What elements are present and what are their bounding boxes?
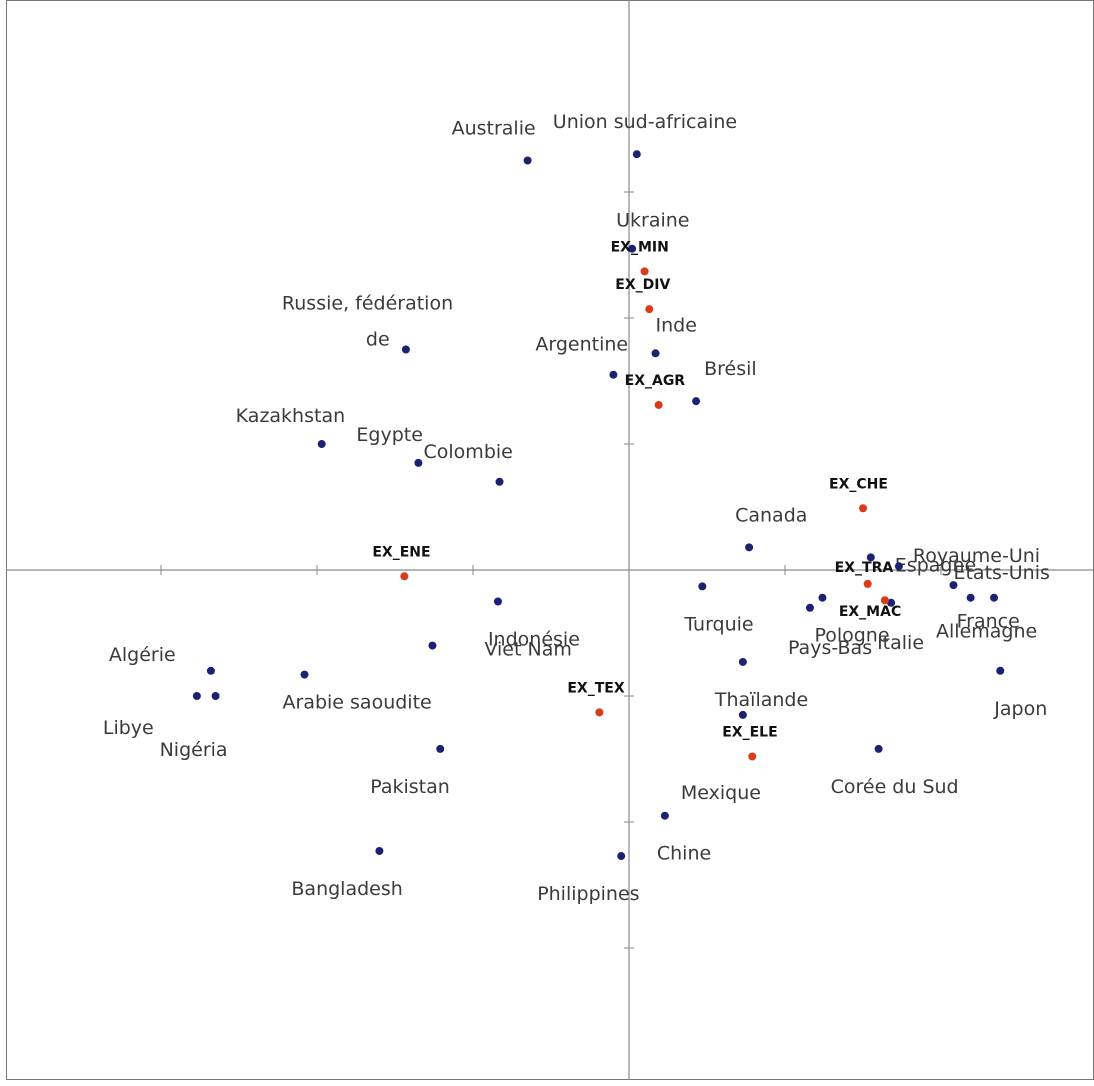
- variable-label-ex-div: EX_DIV: [615, 277, 670, 293]
- country-label-algerie: Algérie: [109, 644, 176, 666]
- country-point-allemagne: [990, 593, 999, 602]
- country-point-italie: [887, 598, 896, 607]
- country-label-colombie: Colombie: [424, 441, 513, 463]
- country-point-chine: [660, 811, 669, 820]
- variable-point-ex-min: [640, 267, 649, 276]
- country-label-canada: Canada: [735, 504, 807, 526]
- country-label-chine: Chine: [657, 843, 711, 865]
- country-point-arabie-saoudite: [300, 670, 309, 679]
- variable-point-ex-div: [645, 305, 654, 314]
- country-label-pakistan: Pakistan: [370, 776, 450, 798]
- country-label-thailande: Thaïlande: [714, 689, 808, 711]
- country-label-mexique: Mexique: [681, 782, 761, 804]
- country-point-pologne: [818, 593, 827, 602]
- country-label-indonesie: Indonésie: [488, 629, 580, 651]
- country-label-turquie: Turquie: [683, 613, 753, 635]
- country-label-ukraine: Ukraine: [616, 210, 689, 232]
- country-label-arabie-saoudite: Arabie saoudite: [283, 692, 432, 714]
- variable-point-ex-ele: [748, 752, 757, 761]
- country-point-egypte: [414, 458, 423, 467]
- variable-point-ex-ene: [400, 572, 409, 581]
- plot-frame: [6, 0, 1094, 1080]
- country-point-espagne: [866, 553, 875, 562]
- variable-label-ex-tra: EX_TRA: [835, 560, 894, 576]
- country-label-royaume-uni: Royaume-Uni: [913, 545, 1040, 567]
- variable-label-ex-che: EX_CHE: [829, 476, 888, 492]
- country-label-egypte: Egypte: [356, 424, 423, 446]
- country-point-france: [966, 593, 975, 602]
- country-label-pologne: Pologne: [814, 625, 889, 647]
- country-point-algerie: [206, 666, 215, 675]
- country-label-libye: Libye: [103, 717, 154, 739]
- country-label-bresil: Brésil: [704, 358, 757, 380]
- variable-label-ex-tex: EX_TEX: [567, 680, 624, 696]
- country-label-viet-nam: Viet Nam: [484, 639, 571, 661]
- country-label-russie-federation-de: Russie, fédération de: [282, 293, 453, 351]
- country-label-argentine: Argentine: [535, 334, 628, 356]
- variable-point-ex-agr: [654, 400, 663, 409]
- country-point-philippines: [617, 852, 626, 861]
- country-point-canada: [745, 543, 754, 552]
- country-label-japon: Japon: [993, 698, 1047, 720]
- variable-label-ex-min: EX_MIN: [611, 239, 669, 255]
- country-point-coree-du-sud: [874, 744, 883, 753]
- country-point-kazakhstan: [317, 440, 326, 448]
- country-point-colombie: [495, 477, 504, 486]
- country-label-italie: Italie: [877, 632, 924, 654]
- country-label-france: France: [957, 611, 1020, 633]
- country-label-pays-bas: Pays-Bas: [788, 637, 872, 659]
- country-point-libye: [192, 692, 201, 700]
- variable-label-ex-agr: EX_AGR: [625, 373, 686, 389]
- country-label-australie: Australie: [452, 118, 536, 140]
- country-point-turquie: [698, 582, 707, 591]
- country-point-nigeria: [211, 692, 220, 700]
- country-label-inde: Inde: [656, 314, 697, 336]
- country-point-japon: [996, 666, 1005, 675]
- plot-axes: [6, 0, 1094, 1080]
- variable-point-ex-mac: [880, 596, 889, 605]
- country-point-bangladesh: [375, 846, 384, 855]
- variable-point-ex-tra: [863, 579, 872, 588]
- country-point-pakistan: [436, 744, 445, 753]
- country-point-pays-bas: [805, 603, 814, 612]
- variable-label-ex-ene: EX_ENE: [372, 544, 430, 560]
- country-point-thailande: [738, 657, 747, 666]
- country-label-coree-du-sud: Corée du Sud: [831, 776, 959, 798]
- plot-marks: Australie Union sud-africaine Ukraine Inde A…: [103, 111, 1050, 905]
- country-label-espagne: Espagne: [895, 554, 976, 576]
- country-point-ukraine: [628, 244, 637, 253]
- country-point-bresil: [692, 397, 701, 406]
- country-point-australie: [523, 156, 532, 165]
- country-point-mexique: [738, 710, 747, 719]
- variable-point-ex-tex: [595, 708, 604, 717]
- variable-point-ex-che: [859, 504, 867, 513]
- country-point-argentine: [609, 370, 618, 379]
- variable-label-ex-ele: EX_ELE: [722, 724, 777, 740]
- country-point-indonesie: [493, 597, 502, 606]
- country-label-bangladesh: Bangladesh: [291, 878, 402, 900]
- country-point-russie-federation-de: [401, 345, 410, 354]
- country-point-inde: [651, 349, 660, 358]
- country-label-philippines: Philippines: [537, 883, 639, 905]
- country-label-allemagne: Allemagne: [936, 621, 1037, 643]
- country-point-union-sud-africaine: [632, 150, 641, 159]
- country-label-nigeria: Nigéria: [160, 739, 228, 761]
- frame-rect: [6, 0, 1094, 1080]
- variable-label-ex-mac: EX_MAC: [839, 604, 901, 620]
- country-label-kazakhstan: Kazakhstan: [236, 405, 345, 427]
- country-point-etats-unis: [949, 581, 958, 590]
- country-point-viet-nam: [428, 641, 437, 650]
- country-point-royaume-uni: [894, 562, 903, 571]
- country-label-etats-unis: Etats-Unis: [953, 562, 1049, 584]
- country-label-union-sud-africaine: Union sud-africaine: [553, 111, 737, 133]
